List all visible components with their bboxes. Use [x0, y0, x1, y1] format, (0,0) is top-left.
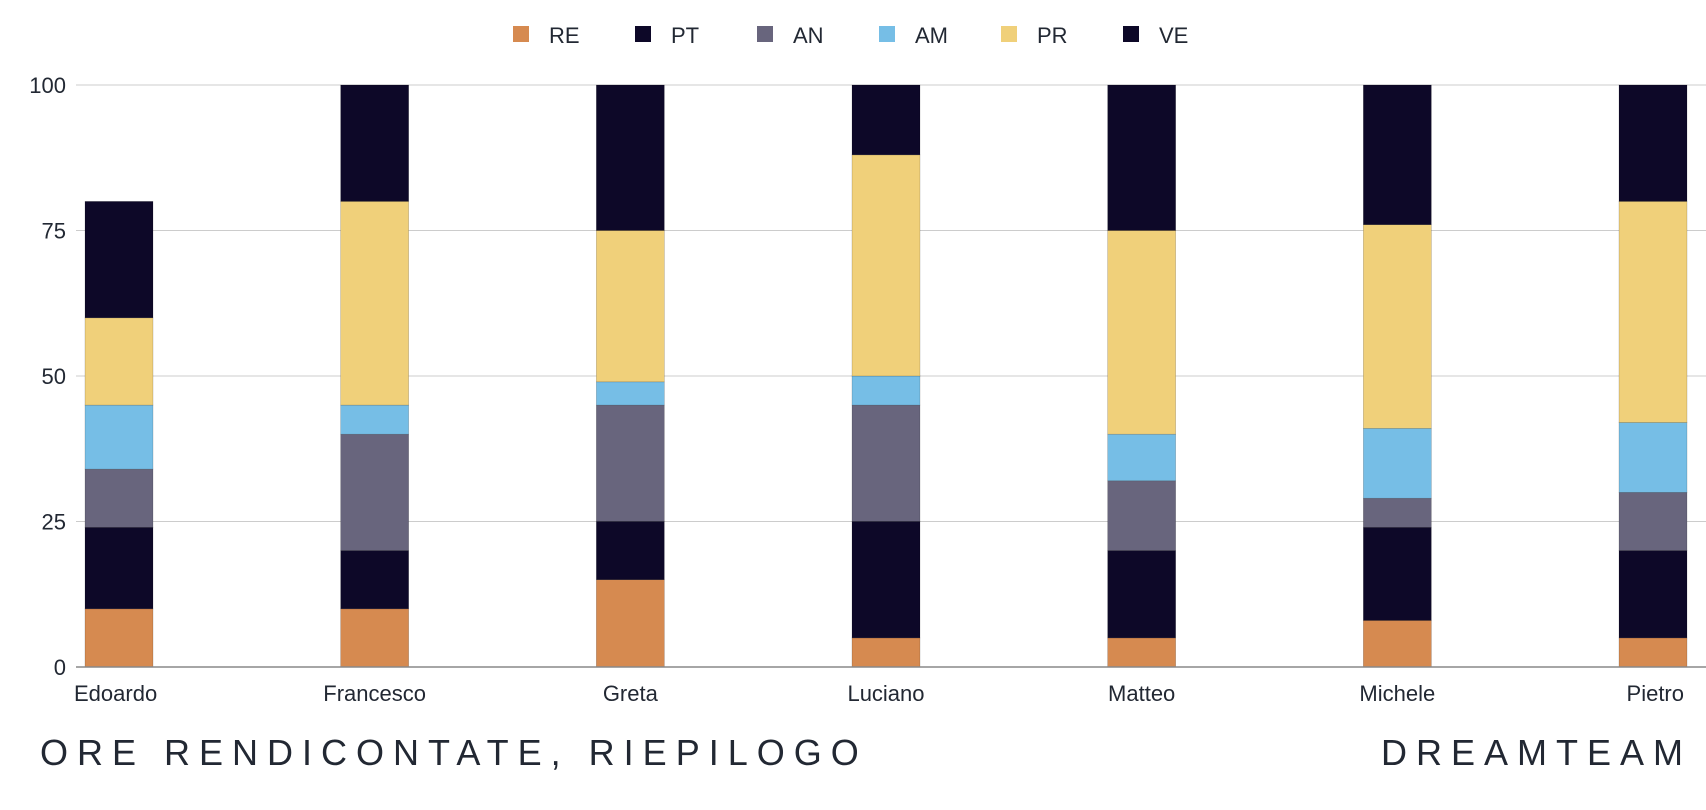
bar-segment-pt	[851, 521, 921, 639]
bar-segment-re	[596, 579, 665, 668]
x-tick-label: Greta	[603, 681, 659, 706]
x-tick-label: Edoardo	[74, 681, 157, 706]
legend-swatch-pr	[1001, 26, 1017, 42]
bar-segment-an	[596, 404, 665, 522]
y-tick-label: 0	[54, 655, 66, 680]
legend-label-an: AN	[793, 23, 824, 48]
bar-segment-re	[1107, 637, 1176, 668]
x-tick-label: Pietro	[1627, 681, 1684, 706]
legend-swatch-am	[879, 26, 895, 42]
legend: RE PT AN AM PR VE	[513, 23, 1188, 48]
x-axis: Edoardo Francesco Greta Luciano Matteo Michel…	[74, 666, 1706, 706]
bar-segment-pt	[1107, 550, 1176, 639]
bar-segment-re	[1618, 637, 1688, 668]
y-tick-label: 50	[42, 364, 66, 389]
bar-segment-am	[1618, 422, 1688, 493]
legend-swatch-an	[757, 26, 773, 42]
x-tick-label: Francesco	[323, 681, 426, 706]
bar-segment-pr	[1618, 201, 1688, 423]
bar-segment-ve	[1107, 84, 1176, 231]
bar-segment-ve	[596, 84, 665, 231]
legend-label-re: RE	[549, 23, 580, 48]
bar-segment-pr	[1363, 224, 1432, 429]
legend-label-pt: PT	[671, 23, 699, 48]
bar-segment-ve	[84, 201, 154, 319]
bar-segment-am	[1107, 433, 1176, 482]
x-tick-label: Michele	[1359, 681, 1435, 706]
bar-segment-pr	[851, 154, 921, 377]
x-tick-label: Matteo	[1108, 681, 1175, 706]
bar-segment-pt	[1618, 550, 1688, 639]
bar-segment-ve	[1618, 84, 1688, 202]
bar-segment-pr	[596, 230, 665, 383]
legend-swatch-ve	[1123, 26, 1139, 42]
bar-segment-pt	[1363, 527, 1432, 621]
bar-series	[84, 84, 1688, 668]
bar-segment-ve	[340, 84, 409, 202]
legend-label-ve: VE	[1159, 23, 1188, 48]
bar-segment-am	[596, 381, 665, 406]
team-name: DREAMTEAM	[1380, 732, 1692, 773]
bar-segment-pr	[84, 317, 154, 406]
bar-segment-re	[340, 608, 409, 668]
bar-segment-an	[1107, 480, 1176, 551]
chart-title: ORE RENDICONTATE, RIEPILOGO	[40, 732, 868, 773]
bar-segment-pt	[340, 550, 409, 610]
bar-segment-an	[340, 433, 409, 551]
bar-segment-am	[851, 375, 921, 406]
bar-segment-ve	[851, 84, 921, 156]
bar-segment-an	[851, 404, 921, 522]
bar-segment-pr	[1107, 230, 1176, 435]
y-tick-label: 100	[29, 73, 66, 98]
bar-segment-an	[1363, 497, 1432, 528]
bar-segment-ve	[1363, 84, 1432, 225]
bar-segment-an	[84, 468, 154, 528]
bar-segment-am	[84, 404, 154, 470]
legend-swatch-re	[513, 26, 529, 42]
bar-segment-re	[851, 637, 921, 668]
bar-segment-re	[1363, 620, 1432, 668]
bar-segment-pr	[340, 201, 409, 406]
bar-segment-pt	[596, 521, 665, 581]
bar-segment-an	[1618, 492, 1688, 551]
y-tick-label: 25	[42, 510, 66, 535]
bar-segment-pt	[84, 527, 154, 610]
bar-segment-am	[340, 404, 409, 435]
x-tick-label: Luciano	[847, 681, 924, 706]
y-tick-label: 75	[42, 219, 66, 244]
bar-segment-re	[84, 608, 154, 668]
legend-label-pr: PR	[1037, 23, 1068, 48]
legend-swatch-pt	[635, 26, 651, 42]
legend-label-am: AM	[915, 23, 948, 48]
bar-segment-am	[1363, 428, 1432, 499]
